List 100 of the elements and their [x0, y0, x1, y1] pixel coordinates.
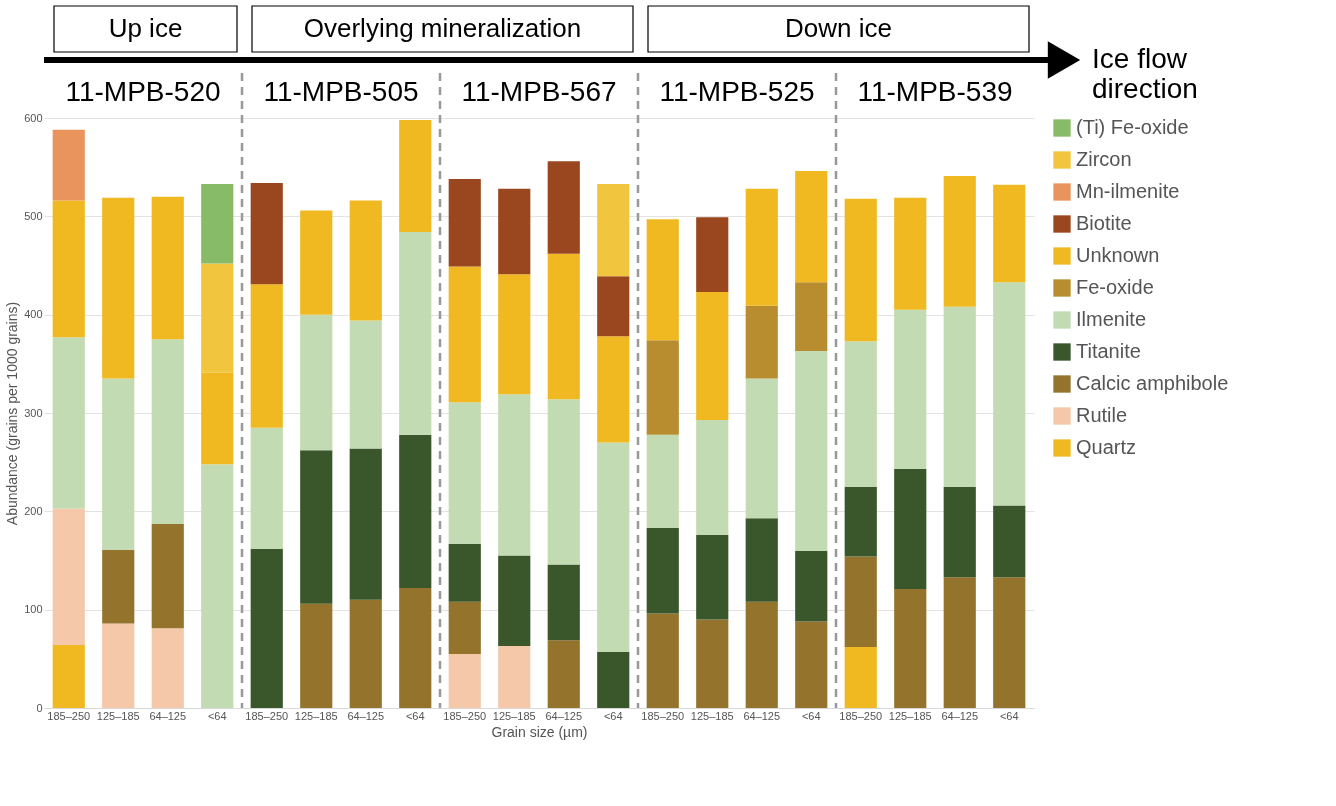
- bar: [547, 161, 580, 254]
- x-tick-label: 125–185: [492, 709, 536, 722]
- bar: [943, 176, 976, 307]
- legend-label: Ilmenite: [1076, 308, 1147, 330]
- bar: [646, 613, 679, 708]
- bar: [597, 276, 630, 337]
- y-tick-label: 0: [36, 701, 43, 714]
- bar: [646, 434, 679, 529]
- bar: [597, 336, 630, 443]
- y-tick-label: 100: [24, 603, 43, 616]
- text: 11-MPB-567: [461, 76, 617, 107]
- bar: [646, 528, 679, 614]
- bar: [795, 351, 828, 551]
- bar: [745, 601, 778, 708]
- bar: [448, 402, 481, 544]
- bar: [943, 577, 976, 708]
- bar: [250, 284, 283, 428]
- bar: [300, 314, 333, 451]
- bar: [102, 197, 135, 379]
- bar: [151, 196, 184, 340]
- legend-label: Rutile: [1076, 404, 1128, 426]
- x-tick-label: 125–185: [888, 709, 932, 722]
- bar: [696, 292, 729, 420]
- x-tick-label: 125–185: [96, 709, 140, 722]
- x-tick-label: <64: [801, 709, 821, 722]
- x-tick-label: 185–250: [839, 709, 883, 722]
- bar: [250, 427, 283, 549]
- bar: [795, 171, 828, 283]
- bar: [547, 253, 580, 400]
- bar: [993, 282, 1026, 506]
- bar: [201, 464, 234, 708]
- bar: [696, 217, 729, 293]
- bar: [399, 588, 432, 708]
- x-tick-label: 64–125: [149, 709, 187, 722]
- bar: [943, 486, 976, 578]
- y-axis-title: Abundance (grains per 1000 grains): [4, 301, 21, 526]
- bar: [597, 183, 630, 277]
- bar: [894, 589, 927, 708]
- x-tick-label: 185–250: [443, 709, 487, 722]
- text: 11-MPB-505: [263, 76, 419, 107]
- bar: [448, 653, 481, 708]
- bar: [745, 518, 778, 602]
- legend-label: Zircon: [1076, 148, 1132, 170]
- bar: [696, 419, 729, 535]
- bar: [646, 340, 679, 435]
- bar: [993, 577, 1026, 708]
- bar: [201, 183, 234, 264]
- bar: [498, 274, 531, 395]
- bar: [547, 399, 580, 565]
- bar: [547, 564, 580, 641]
- text: 11-MPB-520: [65, 76, 221, 107]
- y-tick-label: 200: [24, 504, 43, 517]
- bar: [795, 282, 828, 352]
- bar: [399, 434, 432, 589]
- bar: [349, 200, 382, 321]
- bar: [498, 394, 531, 556]
- bar: [151, 339, 184, 525]
- bar: [844, 556, 877, 648]
- bar: [201, 263, 234, 373]
- bar: [448, 601, 481, 654]
- legend-label: Quartz: [1076, 436, 1137, 458]
- bar: [795, 621, 828, 708]
- x-tick-label: 125–185: [690, 709, 734, 722]
- bar: [448, 543, 481, 602]
- x-axis-title: Grain size (µm): [491, 723, 588, 740]
- bar: [894, 309, 927, 470]
- bar: [448, 266, 481, 403]
- x-tick-label: <64: [999, 709, 1019, 722]
- bar: [745, 188, 778, 306]
- bar: [349, 599, 382, 708]
- bar: [795, 550, 828, 622]
- bar: [52, 508, 85, 646]
- x-tick-label: <64: [405, 709, 425, 722]
- bar: [52, 337, 85, 509]
- text: Ice flow direction: [1092, 43, 1198, 104]
- bar: [894, 197, 927, 310]
- legend-label: Titanite: [1076, 340, 1141, 362]
- y-tick-label: 300: [24, 406, 43, 419]
- text: 11-MPB-539: [857, 76, 1013, 107]
- bar: [943, 306, 976, 487]
- bar: [498, 646, 531, 708]
- x-tick-label: 185–250: [245, 709, 289, 722]
- x-tick-label: 64–125: [347, 709, 385, 722]
- legend-label: (Ti) Fe-oxide: [1076, 116, 1189, 138]
- x-tick-label: 185–250: [641, 709, 685, 722]
- text: Down ice: [785, 13, 892, 43]
- legend-label: Calcic amphibole: [1076, 372, 1229, 394]
- legend-label: Unknown: [1076, 244, 1160, 266]
- x-tick-label: 64–125: [743, 709, 781, 722]
- bar: [547, 640, 580, 708]
- x-tick-label: 185–250: [47, 709, 91, 722]
- bar: [52, 129, 85, 201]
- bar: [646, 219, 679, 341]
- bar: [844, 647, 877, 708]
- bar: [250, 548, 283, 708]
- text: Up ice: [108, 13, 183, 43]
- bar: [151, 524, 184, 629]
- bar: [696, 619, 729, 708]
- bar: [745, 378, 778, 519]
- bar: [844, 198, 877, 342]
